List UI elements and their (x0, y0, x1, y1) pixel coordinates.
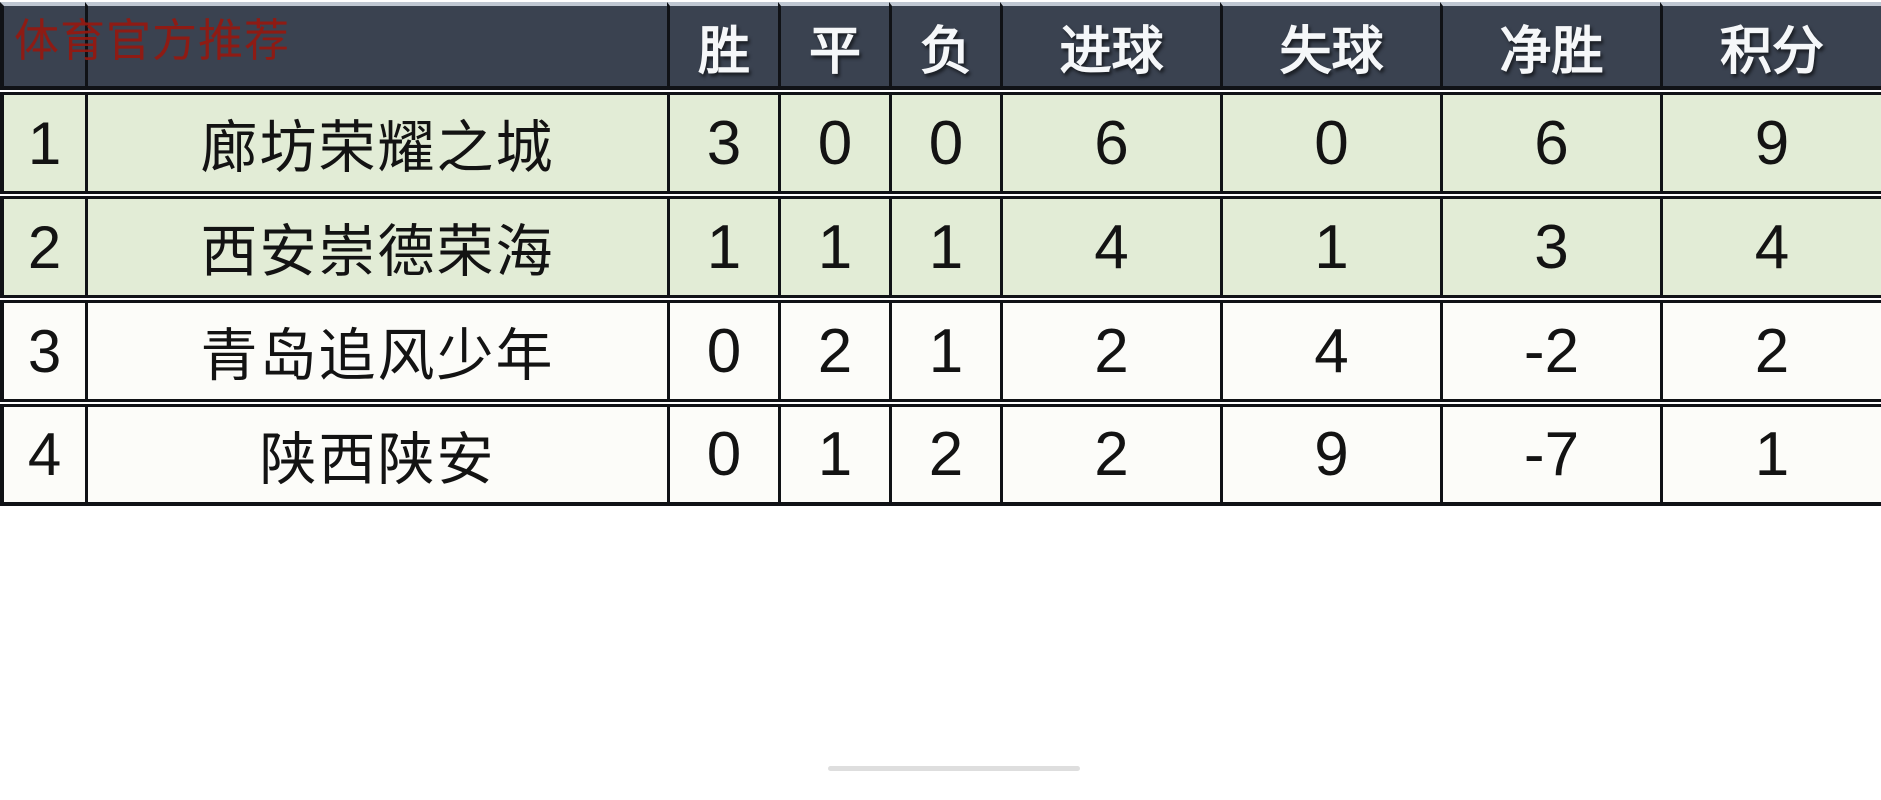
stat-cell: 4 (1220, 300, 1440, 402)
stat-cell: 9 (1660, 92, 1881, 194)
stat-cell: 9 (1220, 404, 1440, 506)
stat-cell: 4 (1000, 196, 1220, 298)
stat-cell: 3 (1440, 196, 1660, 298)
stat-cell: 2 (1660, 300, 1881, 402)
team-name-cell: 陕西陕安 (85, 404, 667, 506)
stat-cell: 6 (1000, 92, 1220, 194)
stat-cell: 6 (1440, 92, 1660, 194)
table-row: 4 陕西陕安 0 1 2 2 9 -7 1 (0, 404, 1881, 506)
stat-cell: 1 (889, 196, 1000, 298)
header-row: 胜 平 负 进球 失球 净胜 积分 (0, 2, 1881, 90)
table-row: 1 廊坊荣耀之城 3 0 0 6 0 6 9 (0, 92, 1881, 194)
col-header-draws: 平 (778, 2, 889, 90)
table-row: 2 西安崇德荣海 1 1 1 4 1 3 4 (0, 196, 1881, 298)
col-header-team (85, 2, 667, 90)
stat-cell: -7 (1440, 404, 1660, 506)
table-row: 3 青岛追风少年 0 2 1 2 4 -2 2 (0, 300, 1881, 402)
stat-cell: 2 (778, 300, 889, 402)
stat-cell: 1 (1660, 404, 1881, 506)
stat-cell: 0 (667, 404, 778, 506)
rank-cell: 3 (0, 300, 85, 402)
col-header-losses: 负 (889, 2, 1000, 90)
rank-cell: 2 (0, 196, 85, 298)
stat-cell: 1 (889, 300, 1000, 402)
bottom-divider (828, 766, 1080, 771)
team-name-cell: 西安崇德荣海 (85, 196, 667, 298)
stat-cell: 2 (1000, 300, 1220, 402)
col-header-wins: 胜 (667, 2, 778, 90)
stat-cell: 0 (667, 300, 778, 402)
stat-cell: -2 (1440, 300, 1660, 402)
stat-cell: 2 (889, 404, 1000, 506)
stat-cell: 3 (667, 92, 778, 194)
col-header-goal-diff: 净胜 (1440, 2, 1660, 90)
stat-cell: 4 (1660, 196, 1881, 298)
stat-cell: 0 (889, 92, 1000, 194)
stat-cell: 2 (1000, 404, 1220, 506)
standings-table: 胜 平 负 进球 失球 净胜 积分 1 廊坊荣耀之城 3 0 0 6 0 6 9… (0, 2, 1881, 506)
rank-cell: 4 (0, 404, 85, 506)
col-header-goals-for: 进球 (1000, 2, 1220, 90)
stat-cell: 1 (667, 196, 778, 298)
team-name-cell: 廊坊荣耀之城 (85, 92, 667, 194)
col-header-rank (0, 2, 85, 90)
col-header-points: 积分 (1660, 2, 1881, 90)
standings-body: 1 廊坊荣耀之城 3 0 0 6 0 6 9 2 西安崇德荣海 1 1 1 4 … (0, 92, 1881, 506)
stat-cell: 0 (778, 92, 889, 194)
rank-cell: 1 (0, 92, 85, 194)
stat-cell: 1 (778, 196, 889, 298)
stat-cell: 1 (1220, 196, 1440, 298)
stat-cell: 0 (1220, 92, 1440, 194)
team-name-cell: 青岛追风少年 (85, 300, 667, 402)
stat-cell: 1 (778, 404, 889, 506)
col-header-goals-against: 失球 (1220, 2, 1440, 90)
